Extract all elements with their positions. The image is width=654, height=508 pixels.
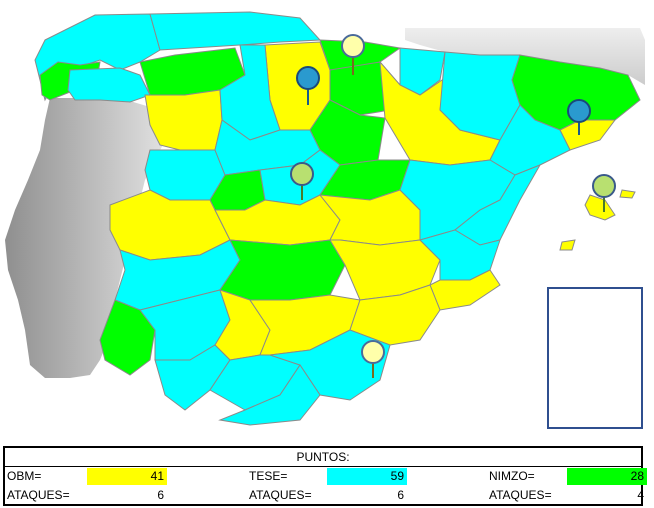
obm-attacks-label: ATAQUES= [7, 488, 70, 502]
region-almeria[interactable] [218, 364, 321, 426]
region-ciudad-real[interactable] [219, 239, 346, 301]
region-albacete[interactable] [329, 239, 441, 301]
island-menorca[interactable] [619, 189, 636, 199]
nimzo-attacks-label: ATAQUES= [489, 488, 552, 502]
pin-green-center[interactable] [290, 162, 314, 200]
pin-yellow-north[interactable] [341, 34, 365, 75]
island-mallorca[interactable] [584, 194, 616, 221]
region-zamora[interactable] [144, 149, 226, 201]
region-galicia-south[interactable] [67, 67, 151, 103]
pin-green-islands[interactable] [592, 174, 616, 212]
score-table: PUNTOS: OBM= 41 TESE= 59 NIMZO= 28 ATAQU… [3, 446, 647, 506]
france-region [405, 28, 645, 85]
tese-attacks: 6 [397, 488, 404, 502]
points-row: OBM= 41 TESE= 59 NIMZO= 28 [5, 467, 647, 486]
nimzo-label: NIMZO= [489, 469, 535, 483]
score-title: PUNTOS: [5, 448, 641, 467]
obm-attacks: 6 [157, 488, 164, 502]
pin-blue-north[interactable] [296, 66, 320, 105]
pin-yellow-south[interactable] [361, 340, 385, 378]
obm-label: OBM= [7, 469, 42, 483]
portugal-region [5, 98, 175, 378]
nimzo-points: 28 [567, 468, 647, 485]
pin-blue-east[interactable] [567, 99, 591, 135]
obm-points: 41 [87, 468, 167, 485]
tese-label: TESE= [249, 469, 288, 483]
region-asturias[interactable] [149, 11, 322, 51]
tese-points: 59 [327, 468, 407, 485]
region-huesca[interactable] [399, 47, 446, 96]
island-ibiza[interactable] [559, 239, 576, 251]
territory-map [5, 11, 645, 429]
canary-inset-frame [547, 287, 643, 429]
nimzo-attacks: 4 [637, 488, 644, 502]
tese-attacks-label: ATAQUES= [249, 488, 312, 502]
attacks-row: ATAQUES= 6 ATAQUES= 6 ATAQUES= 4 [5, 486, 644, 505]
